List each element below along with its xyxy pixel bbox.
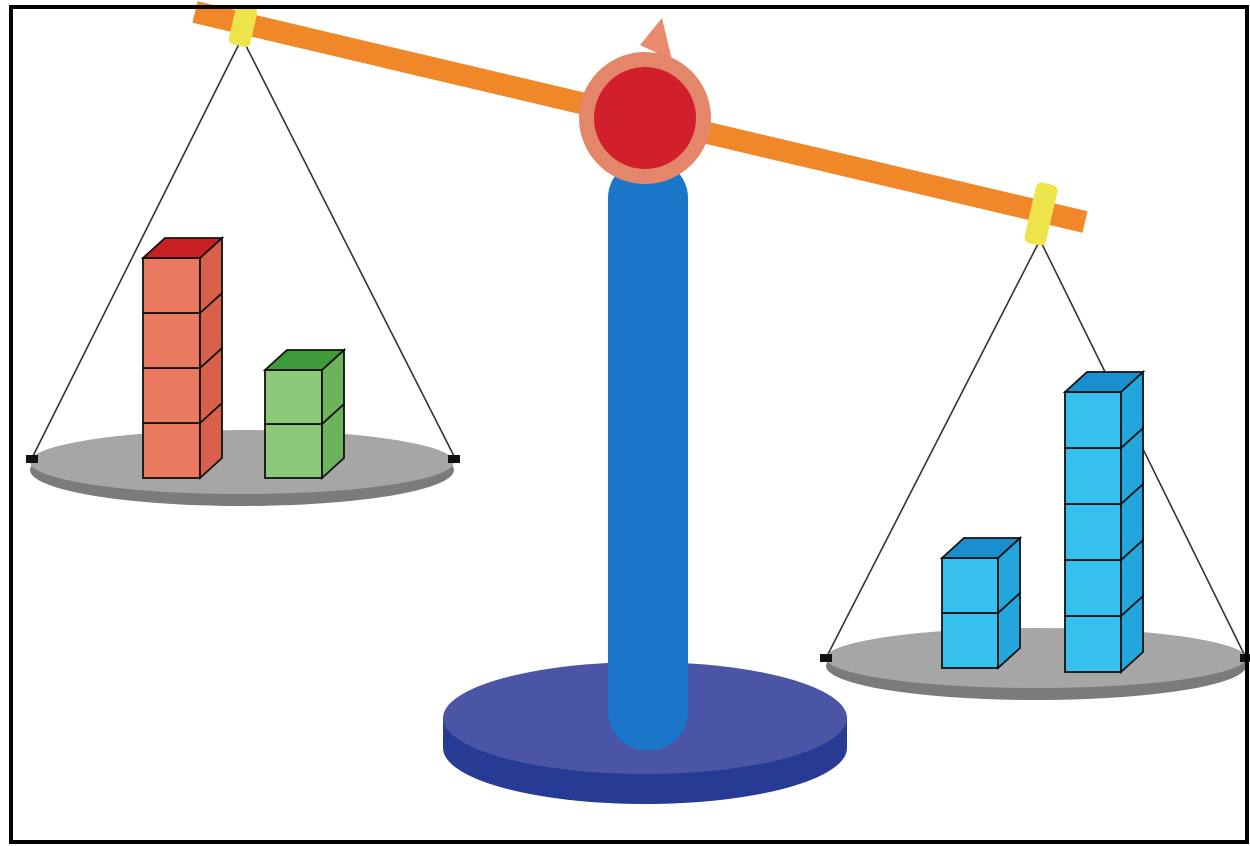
- right-pan: [826, 628, 1246, 688]
- cube-front: [1065, 560, 1121, 616]
- cube-front: [942, 613, 998, 668]
- cube-front: [265, 424, 322, 478]
- left-pan: [30, 430, 454, 494]
- cube-front: [1065, 504, 1121, 560]
- balance-scale-illustration: [0, 0, 1250, 846]
- cube-front: [143, 423, 200, 478]
- cube-front: [265, 370, 322, 424]
- cube-front: [942, 558, 998, 613]
- cube-front: [143, 258, 200, 313]
- pole: [608, 160, 688, 750]
- cube-front: [143, 368, 200, 423]
- cube-front: [1065, 616, 1121, 672]
- cube-front: [1065, 448, 1121, 504]
- pivot-inner: [594, 67, 696, 169]
- pan-hook: [26, 455, 38, 463]
- pan-hook: [448, 455, 460, 463]
- cube-front: [143, 313, 200, 368]
- cube-front: [1065, 392, 1121, 448]
- pan-hook: [820, 654, 832, 662]
